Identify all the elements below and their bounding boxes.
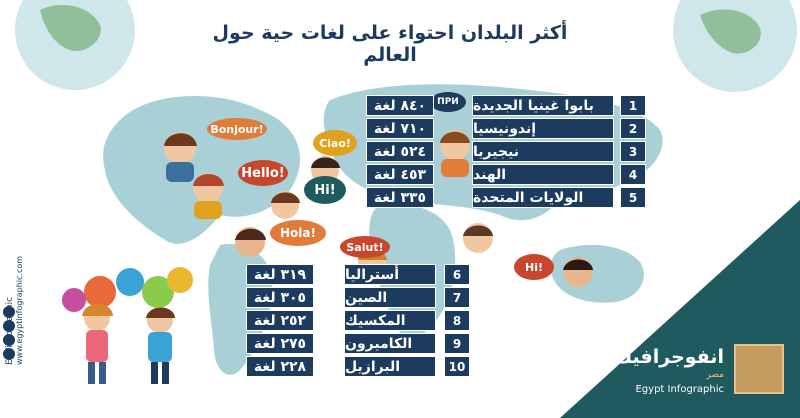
- list-item: الصين 7: [344, 287, 470, 308]
- person-privet-icon: [440, 130, 470, 177]
- list-item: الهند 4: [472, 164, 646, 185]
- rank-number: 4: [620, 164, 646, 185]
- language-count: ٧١٠ لغة: [366, 118, 434, 139]
- speech-bubble-hi-right: Hi!: [514, 254, 554, 280]
- instagram-icon[interactable]: [3, 334, 15, 346]
- country-name: الولايات المتحدة: [472, 187, 614, 208]
- list-item: نيجيريا 3: [472, 141, 646, 162]
- list-item: بابوا غينيا الجديدة 1: [472, 95, 646, 116]
- list-item: الكاميرون 9: [344, 333, 470, 354]
- language-count: ٣٣٥ لغة: [366, 187, 434, 208]
- rank-number: 10: [444, 356, 470, 377]
- brand-arabic-name: انفوجرافيك: [614, 346, 724, 368]
- country-name: نيجيريا: [472, 141, 614, 162]
- rank-number: 3: [620, 141, 646, 162]
- brand-country: مصر: [706, 370, 724, 380]
- language-count: ٣٠٥ لغة: [246, 287, 314, 308]
- country-name: أستراليا: [344, 264, 436, 285]
- kids-illustration: [62, 267, 193, 384]
- person-hello-icon: [193, 173, 224, 219]
- person-hi-right-icon: [563, 257, 593, 287]
- social-icons: [3, 306, 17, 362]
- rank-number: 5: [620, 187, 646, 208]
- language-count: ٣١٩ لغة: [246, 264, 314, 285]
- speech-bubble-hi: Hi!: [304, 176, 346, 204]
- youtube-icon[interactable]: [3, 348, 15, 360]
- page-title: أكثر البلدان احتواء على لغات حية حول الع…: [212, 22, 568, 66]
- language-count: ٨٤٠ لغة: [366, 95, 434, 116]
- speech-bubble-ciao: Ciao!: [313, 130, 357, 156]
- list-item: إندونيسيا 2: [472, 118, 646, 139]
- country-name: بابوا غينيا الجديدة: [472, 95, 614, 116]
- twitter-icon[interactable]: [3, 320, 15, 332]
- list-item: المكسيك 8: [344, 310, 470, 331]
- language-count: ٢٢٨ لغة: [246, 356, 314, 377]
- person-center-icon: [463, 223, 493, 253]
- rank-number: 1: [620, 95, 646, 116]
- rank-number: 8: [444, 310, 470, 331]
- brand-block: انفوجرافيك مصر Egypt Infographic: [602, 340, 792, 410]
- language-count: ٥٢٤ لغة: [366, 141, 434, 162]
- person-hi-icon: [271, 191, 300, 219]
- speech-bubble-hello: Hello!: [238, 160, 288, 186]
- list-item: البرازيل 10: [344, 356, 470, 377]
- speech-bubble-bonjour: Bonjour!: [207, 118, 267, 140]
- rank-number: 2: [620, 118, 646, 139]
- speech-bubble-salut: Salut!: [340, 236, 390, 258]
- rank-number: 9: [444, 333, 470, 354]
- country-name: المكسيك: [344, 310, 436, 331]
- speech-bubble-hola: Hola!: [270, 220, 326, 246]
- list-item: الولايات المتحدة 5: [472, 187, 646, 208]
- brand-english-name: Egypt Infographic: [635, 384, 724, 395]
- website-text: www.egyptinfographic.com: [15, 256, 24, 365]
- language-count: ٢٧٥ لغة: [246, 333, 314, 354]
- country-name: الصين: [344, 287, 436, 308]
- language-count: ٢٥٢ لغة: [246, 310, 314, 331]
- country-name: الهند: [472, 164, 614, 185]
- country-name: الكاميرون: [344, 333, 436, 354]
- country-name: إندونيسيا: [472, 118, 614, 139]
- rank-number: 6: [444, 264, 470, 285]
- country-name: البرازيل: [344, 356, 436, 377]
- language-count: ٤٥٣ لغة: [366, 164, 434, 185]
- list-item: أستراليا 6: [344, 264, 470, 285]
- rank-number: 7: [444, 287, 470, 308]
- speech-bubble-privet: ПРИ: [430, 92, 466, 112]
- person-hola-icon: [235, 227, 266, 257]
- brand-logo-icon: [734, 344, 784, 394]
- facebook-icon[interactable]: [3, 306, 15, 318]
- person-bonjour-icon: [164, 132, 197, 182]
